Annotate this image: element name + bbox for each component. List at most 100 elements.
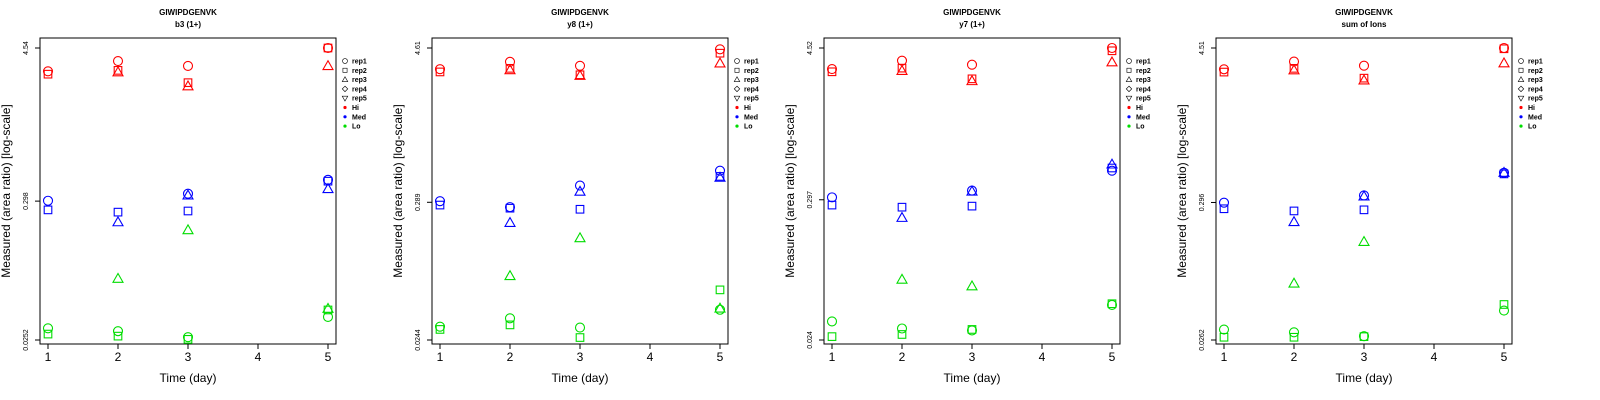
x-tick-label: 4 — [1431, 350, 1438, 364]
data-point-hi-rep1 — [112, 55, 124, 67]
data-point-hi-rep1 — [504, 56, 516, 67]
x-tick-label: 5 — [325, 350, 332, 364]
data-point-med-rep3 — [112, 215, 124, 227]
data-point-med-rep2 — [575, 204, 585, 214]
y-tick-label: 0.0262 — [1199, 329, 1206, 351]
x-tick-label: 3 — [185, 350, 192, 364]
legend-label: Med — [744, 114, 758, 121]
data-point-hi-rep1 — [434, 64, 446, 75]
legend-label: rep3 — [1136, 77, 1151, 84]
legend: rep1 rep2 rep3 rep4 rep5 Hi Med Lo — [1517, 58, 1543, 131]
data-point-hi-rep2 — [715, 48, 725, 58]
data-point-med-rep3 — [504, 216, 516, 227]
chart-title: GIWIPDGENVK — [1335, 8, 1393, 17]
legend-label: Lo — [352, 124, 361, 131]
data-point-hi-rep3 — [504, 63, 516, 75]
legend-label: rep4 — [352, 86, 367, 93]
data-point-lo-rep1 — [1106, 299, 1118, 311]
data-point-hi-rep1 — [826, 63, 838, 75]
data-point-hi-rep3 — [574, 69, 586, 80]
data-point-hi-rep3 — [322, 59, 334, 71]
data-point-lo-rep2 — [113, 331, 123, 341]
data-point-lo-rep2 — [1359, 332, 1369, 341]
data-point-hi-rep3 — [182, 79, 194, 91]
data-point-lo-rep3 — [322, 302, 334, 313]
data-point-hi-rep2 — [43, 69, 53, 79]
legend-rep3-marker — [1125, 76, 1133, 82]
data-point-hi-rep3 — [1106, 55, 1118, 67]
data-point-hi-rep2 — [897, 63, 907, 73]
data-point-lo-rep2 — [1107, 299, 1117, 309]
data-point-med-rep2 — [897, 202, 907, 212]
data-point-lo-rep2 — [827, 332, 837, 341]
legend-rep2-marker — [342, 67, 348, 73]
data-point-hi-rep2 — [1499, 44, 1509, 54]
legend-hi-dot — [343, 105, 347, 110]
legend-rep5-marker — [1125, 95, 1133, 102]
legend-label: rep4 — [1528, 86, 1543, 93]
data-point-med-rep3 — [714, 171, 726, 182]
legend-med-dot — [343, 115, 347, 119]
legend-rep1-marker — [734, 58, 740, 64]
data-point-lo-rep1 — [42, 323, 54, 334]
legend-label: rep2 — [352, 68, 367, 75]
data-point-med-rep2 — [827, 200, 837, 210]
data-point-lo-rep2 — [715, 285, 725, 295]
data-point-med-rep1 — [434, 196, 446, 207]
legend-rep1-marker — [342, 58, 348, 64]
chart-panel-2: GIWIPDGENVK y8 (1+) 1 2 3 4 5 0.0244 0.289 4.61 Ti… — [391, 8, 759, 385]
data-point-med-rep1 — [826, 192, 838, 203]
y-axis-title: Measured (area ratio) [log-scale] — [0, 104, 13, 277]
chart-title: GIWIPDGENVK — [159, 8, 217, 17]
data-point-med-rep3 — [896, 211, 908, 222]
x-tick-label: 2 — [507, 350, 514, 364]
legend-label: rep5 — [1528, 96, 1543, 103]
chart-title: GIWIPDGENVK — [551, 8, 609, 17]
legend: rep1 rep2 rep3 rep4 rep5 Hi Med Lo — [733, 58, 759, 131]
data-point-lo-rep2 — [897, 330, 907, 339]
x-axis-title: Time (day) — [1336, 371, 1393, 385]
legend-lo-dot — [1127, 124, 1131, 128]
legend-rep4-marker — [341, 85, 349, 93]
legend-label: Hi — [352, 105, 359, 112]
data-point-med-rep3 — [1106, 158, 1118, 169]
data-point-med-rep2 — [967, 201, 977, 211]
data-point-med-rep3 — [966, 185, 978, 196]
data-point-hi-rep3 — [896, 64, 908, 75]
legend-lo-dot — [1519, 124, 1523, 128]
legend-label: Med — [1528, 114, 1542, 121]
data-point-med-rep3 — [1358, 190, 1370, 201]
legend-label: rep5 — [352, 96, 367, 103]
legend-label: rep3 — [352, 77, 367, 84]
x-tick-label: 4 — [647, 350, 654, 364]
chart-subtitle: b3 (1+) — [175, 20, 201, 29]
data-point-lo-rep3 — [896, 273, 908, 284]
data-point-lo-rep2 — [575, 333, 585, 342]
y-tick-label: 4.51 — [1199, 41, 1206, 55]
x-tick-label: 4 — [255, 350, 262, 364]
data-point-hi-rep2 — [183, 78, 193, 88]
legend-lo-dot — [343, 124, 347, 128]
x-tick-label: 2 — [1291, 350, 1298, 364]
legend-label: rep2 — [1528, 68, 1543, 75]
data-point-hi-rep2 — [323, 43, 333, 53]
legend-rep3-marker — [1517, 76, 1525, 82]
data-point-lo-rep3 — [112, 272, 124, 283]
legend-label: rep5 — [1136, 96, 1151, 103]
x-tick-label: 5 — [1501, 350, 1508, 364]
legend-label: Hi — [744, 105, 751, 112]
data-point-lo-rep2 — [1219, 332, 1229, 342]
data-point-hi-rep1 — [966, 59, 978, 70]
legend-label: rep1 — [1528, 59, 1543, 66]
legend-label: Lo — [1528, 124, 1537, 131]
data-point-hi-rep1 — [42, 66, 54, 77]
legend-label: Med — [352, 114, 366, 121]
y-axis-title: Measured (area ratio) [log-scale] — [783, 104, 797, 277]
y-tick-label: 0.296 — [1199, 194, 1206, 212]
legend-hi-dot — [1127, 105, 1131, 110]
data-point-hi-rep2 — [1107, 46, 1117, 56]
data-point-med-rep2 — [43, 205, 53, 215]
data-point-hi-rep2 — [435, 67, 445, 77]
data-point-lo-rep2 — [1499, 300, 1509, 309]
